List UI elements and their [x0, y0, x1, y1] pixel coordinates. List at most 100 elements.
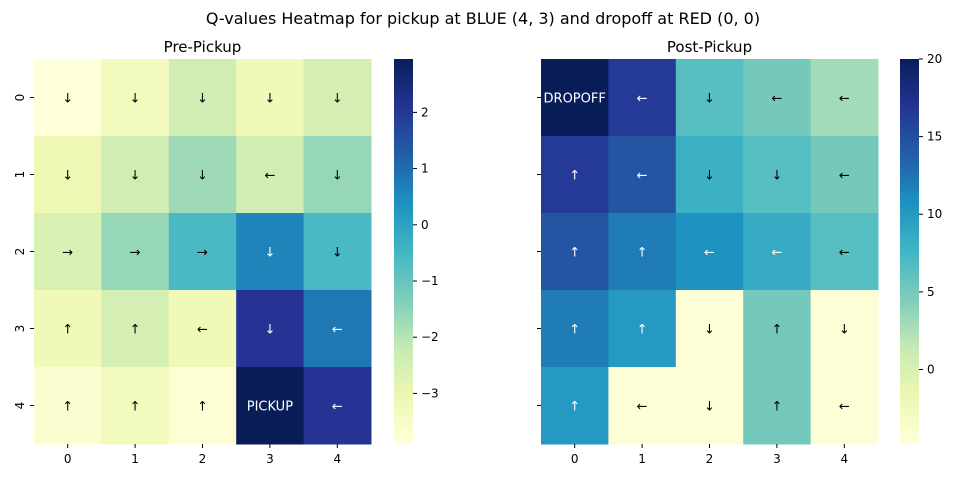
x-tick-label: 4	[333, 452, 341, 466]
colorbar-tick-label: −3	[421, 386, 439, 400]
heatmap-cell-r3-c0	[541, 290, 609, 368]
cell-annotation: ↓	[332, 246, 343, 261]
heatmap-cell-r0-c2	[675, 59, 744, 137]
cell-annotation: ↓	[197, 169, 208, 184]
heatmap-cell-r1-c1	[608, 136, 677, 214]
heatmap-cell-r2-c3	[743, 213, 812, 291]
heatmap-cell-r0-c1	[608, 59, 677, 137]
heatmap-cell-r0-c2	[168, 59, 237, 137]
x-tick-label: 2	[199, 452, 207, 466]
cell-annotation: DROPOFF	[544, 92, 606, 107]
heatmap-cell-r3-c3	[743, 290, 812, 368]
cell-annotation: ←	[839, 92, 850, 107]
heatmap-cell-r1-c0	[541, 136, 609, 214]
heatmap-cell-r3-c2	[675, 290, 744, 368]
heatmap-cell-r3-c3	[236, 290, 305, 368]
colorbar-tick-label: 0	[421, 218, 429, 232]
y-tick-label: 2	[13, 248, 27, 256]
heatmap-cell-r0-c3	[236, 59, 305, 137]
cell-annotation: ↑	[130, 400, 141, 415]
cell-annotation: ↓	[197, 92, 208, 107]
cell-annotation: ↑	[197, 400, 208, 415]
colorbar	[394, 59, 413, 444]
heatmap-cell-r4-c0	[34, 367, 102, 445]
heatmap-cell-r4-c3	[743, 367, 812, 445]
cell-annotation: ←	[637, 400, 648, 415]
heatmap-cell-r0-c1	[101, 59, 170, 137]
cell-annotation: →	[197, 246, 208, 261]
heatmap-cell-r2-c1	[101, 213, 170, 291]
heatmap-cell-r2-c1	[608, 213, 677, 291]
cell-annotation: ↓	[839, 323, 850, 338]
cell-annotation: ←	[771, 246, 782, 261]
cell-annotation: ↑	[771, 400, 782, 415]
heatmap-cell-r0-c0	[34, 59, 102, 137]
heatmap-cell-r0-c4	[303, 59, 372, 137]
cell-annotation: ←	[332, 400, 343, 415]
cell-annotation: ↓	[62, 92, 73, 107]
x-tick-label: 0	[571, 452, 579, 466]
cell-annotation: ←	[264, 169, 275, 184]
heatmap-cell-r2-c4	[303, 213, 372, 291]
cell-annotation: ↓	[62, 169, 73, 184]
cell-annotation: ↑	[569, 169, 580, 184]
cell-annotation: →	[62, 246, 73, 261]
heatmap-cell-r2-c3	[236, 213, 305, 291]
heatmap-cell-r3-c4	[810, 290, 879, 368]
cell-annotation: ↓	[332, 92, 343, 107]
x-tick-label: 1	[131, 452, 139, 466]
heatmap-cell-r1-c4	[303, 136, 372, 214]
heatmap-cell-r3-c4	[303, 290, 372, 368]
cell-annotation: ↓	[704, 400, 715, 415]
cell-annotation: ←	[197, 323, 208, 338]
x-tick-label: 0	[64, 452, 72, 466]
x-tick-label: 3	[773, 452, 781, 466]
colorbar-tick-label: 1	[421, 162, 429, 176]
heatmap-cell-r4-c0	[541, 367, 609, 445]
cell-annotation: ←	[704, 246, 715, 261]
cell-annotation: ↑	[569, 323, 580, 338]
cell-annotation: ↓	[771, 169, 782, 184]
heatmap-cell-r1-c4	[810, 136, 879, 214]
heatmap-cell-r4-c4	[303, 367, 372, 445]
cell-annotation: ←	[637, 92, 648, 107]
y-tick-label: 3	[13, 325, 27, 333]
cell-annotation: ↓	[264, 92, 275, 107]
cell-annotation: ↓	[704, 323, 715, 338]
heatmap-cell-r4-c1	[608, 367, 677, 445]
x-tick-label: 2	[706, 452, 714, 466]
heatmap-cell-r0-c4	[810, 59, 879, 137]
heatmap-cell-r1-c3	[743, 136, 812, 214]
cell-annotation: ←	[839, 246, 850, 261]
cell-annotation: ↑	[62, 400, 73, 415]
colorbar-tick-label: 20	[927, 52, 942, 66]
heatmap-cell-r1-c2	[168, 136, 237, 214]
colorbar-tick-label: −2	[421, 330, 439, 344]
cell-annotation: ↓	[704, 92, 715, 107]
heatmap-cell-r0-c0	[541, 59, 609, 137]
cell-annotation: ←	[839, 169, 850, 184]
heatmap-cell-r3-c1	[608, 290, 677, 368]
post-pickup-panel: Post-Pickup DROPOFF ← ↓ ← ← ↑ ← ↓ ↓ ← ↑ ↑ ← ← ← ↑ ↑ ↓ ↑ ↓ ↑ ← ↓…	[537, 38, 942, 466]
colorbar-tick-label: 5	[927, 285, 935, 299]
figure-suptitle: Q-values Heatmap for pickup at BLUE (4, …	[206, 9, 760, 28]
heatmap-cell-r1-c2	[675, 136, 744, 214]
x-tick-label: 4	[840, 452, 848, 466]
heatmap-cell-r4-c3	[236, 367, 305, 445]
cell-annotation: ↑	[569, 400, 580, 415]
heatmap-cell-r1-c1	[101, 136, 170, 214]
heatmap-cell-r2-c2	[675, 213, 744, 291]
heatmap-cell-r4-c2	[675, 367, 744, 445]
heatmap-cell-r3-c2	[168, 290, 237, 368]
heatmap-cell-r2-c4	[810, 213, 879, 291]
colorbar-tick-label: 15	[927, 130, 942, 144]
cell-annotation: ←	[839, 400, 850, 415]
cell-annotation: ↓	[704, 169, 715, 184]
heatmap-cell-r0-c3	[743, 59, 812, 137]
colorbar	[900, 59, 919, 444]
cell-annotation: ←	[771, 92, 782, 107]
cell-annotation: ↑	[637, 323, 648, 338]
cell-annotation: →	[130, 246, 141, 261]
cell-annotation: ↓	[264, 323, 275, 338]
